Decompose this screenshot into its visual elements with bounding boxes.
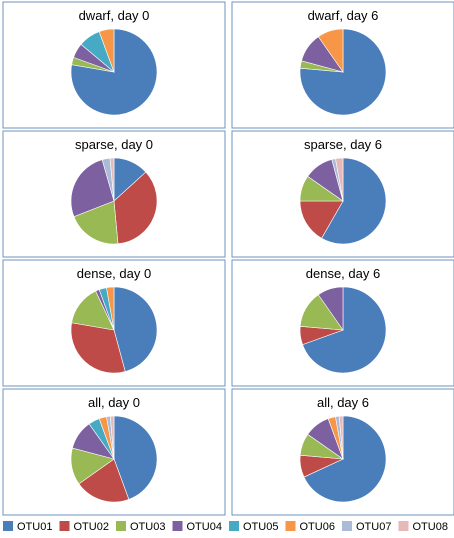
pie-panel: dwarf, day 6 [231, 1, 454, 129]
pie-slice-otu04 [317, 286, 344, 331]
legend: OTU01 OTU02 OTU03 OTU04 OTU05 OTU06 OTU07 OTU08 [3, 521, 448, 533]
pie-slice-otu04 [70, 159, 115, 218]
pie-slice-otu01 [113, 415, 158, 500]
panel-title: dense, day 0 [77, 266, 151, 281]
legend-item: OTU06 [285, 521, 335, 533]
pie-slice-otu01 [113, 286, 158, 372]
panel-title: dense, day 6 [306, 266, 380, 281]
panel-title: dwarf, day 0 [79, 8, 150, 23]
legend-item: OTU01 [3, 521, 52, 533]
pie-slice-otu02 [299, 200, 344, 239]
pie-panel: sparse, day 0 [2, 130, 226, 258]
legend-item: OTU08 [398, 521, 448, 533]
pie-panel: sparse, day 6 [231, 130, 454, 258]
pie-panel: dense, day 0 [2, 259, 226, 387]
pie-slice-otu08 [335, 157, 344, 202]
pie-slice-otu02 [70, 322, 126, 374]
legend-item: OTU05 [229, 521, 278, 533]
pie-panel: all, day 6 [231, 388, 454, 516]
legend-label: OTU08 [413, 521, 448, 533]
pie-panel: dwarf, day 0 [2, 1, 226, 129]
legend-label: OTU01 [17, 521, 52, 533]
pie-slice-otu02 [113, 171, 158, 245]
legend-swatch [285, 521, 296, 531]
legend-swatch [59, 521, 70, 531]
panel-title: sparse, day 0 [75, 137, 153, 152]
pie-slice-otu02 [78, 458, 130, 503]
legend-swatch [3, 521, 13, 531]
legend-item: OTU03 [116, 521, 165, 533]
legend-item: OTU07 [342, 521, 391, 533]
legend-label: OTU06 [300, 521, 335, 533]
pie-slice-otu01 [303, 415, 387, 503]
pie-slice-otu08 [109, 415, 115, 460]
pie-panel: all, day 0 [2, 388, 226, 516]
pie-slice-otu08 [338, 415, 344, 460]
pie-slice-otu06 [317, 28, 344, 73]
legend-label: OTU02 [74, 521, 109, 533]
legend-label: OTU04 [187, 521, 222, 533]
pie-slice-otu01 [321, 157, 387, 245]
pie-slice-otu01 [299, 28, 387, 116]
panel-title: all, day 0 [88, 395, 140, 410]
legend-swatch [342, 521, 352, 531]
panel-title: dwarf, day 6 [308, 8, 379, 23]
legend-item: OTU04 [172, 521, 222, 533]
legend-label: OTU05 [243, 521, 278, 533]
pie-slice-otu08 [109, 157, 115, 202]
panel-title: all, day 6 [317, 395, 369, 410]
legend-swatch [229, 521, 239, 531]
legend-swatch [172, 521, 183, 531]
legend-label: OTU07 [356, 521, 391, 533]
legend-item: OTU02 [59, 521, 109, 533]
pie-panel: dense, day 6 [231, 259, 454, 387]
pie-slice-otu06 [106, 286, 115, 331]
pie-slice-otu01 [302, 286, 387, 374]
panel-title: sparse, day 6 [304, 137, 382, 152]
legend-swatch [398, 521, 409, 531]
pie-slice-otu03 [73, 200, 119, 245]
panels: dwarf, day 0 dwarf, day 6 sparse, day 0 spa… [2, 1, 454, 516]
legend-swatch [116, 521, 126, 531]
pie-slice-otu06 [98, 28, 115, 73]
legend-label: OTU03 [130, 521, 165, 533]
